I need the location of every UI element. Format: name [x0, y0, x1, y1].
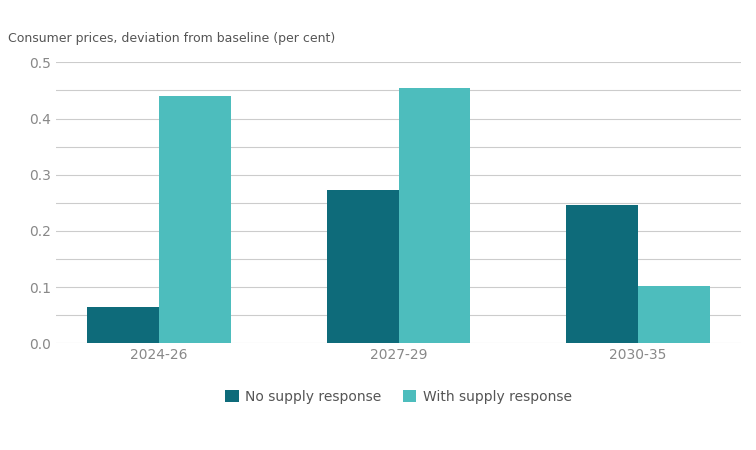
Bar — [398, 88, 470, 343]
Bar — [327, 190, 398, 343]
Legend: No supply response, With supply response: No supply response, With supply response — [219, 384, 578, 409]
Text: Consumer prices, deviation from baseline (per cent): Consumer prices, deviation from baseline… — [8, 32, 336, 45]
Bar — [566, 204, 638, 343]
Bar — [159, 96, 231, 343]
Bar — [638, 286, 710, 343]
Bar — [87, 307, 159, 343]
